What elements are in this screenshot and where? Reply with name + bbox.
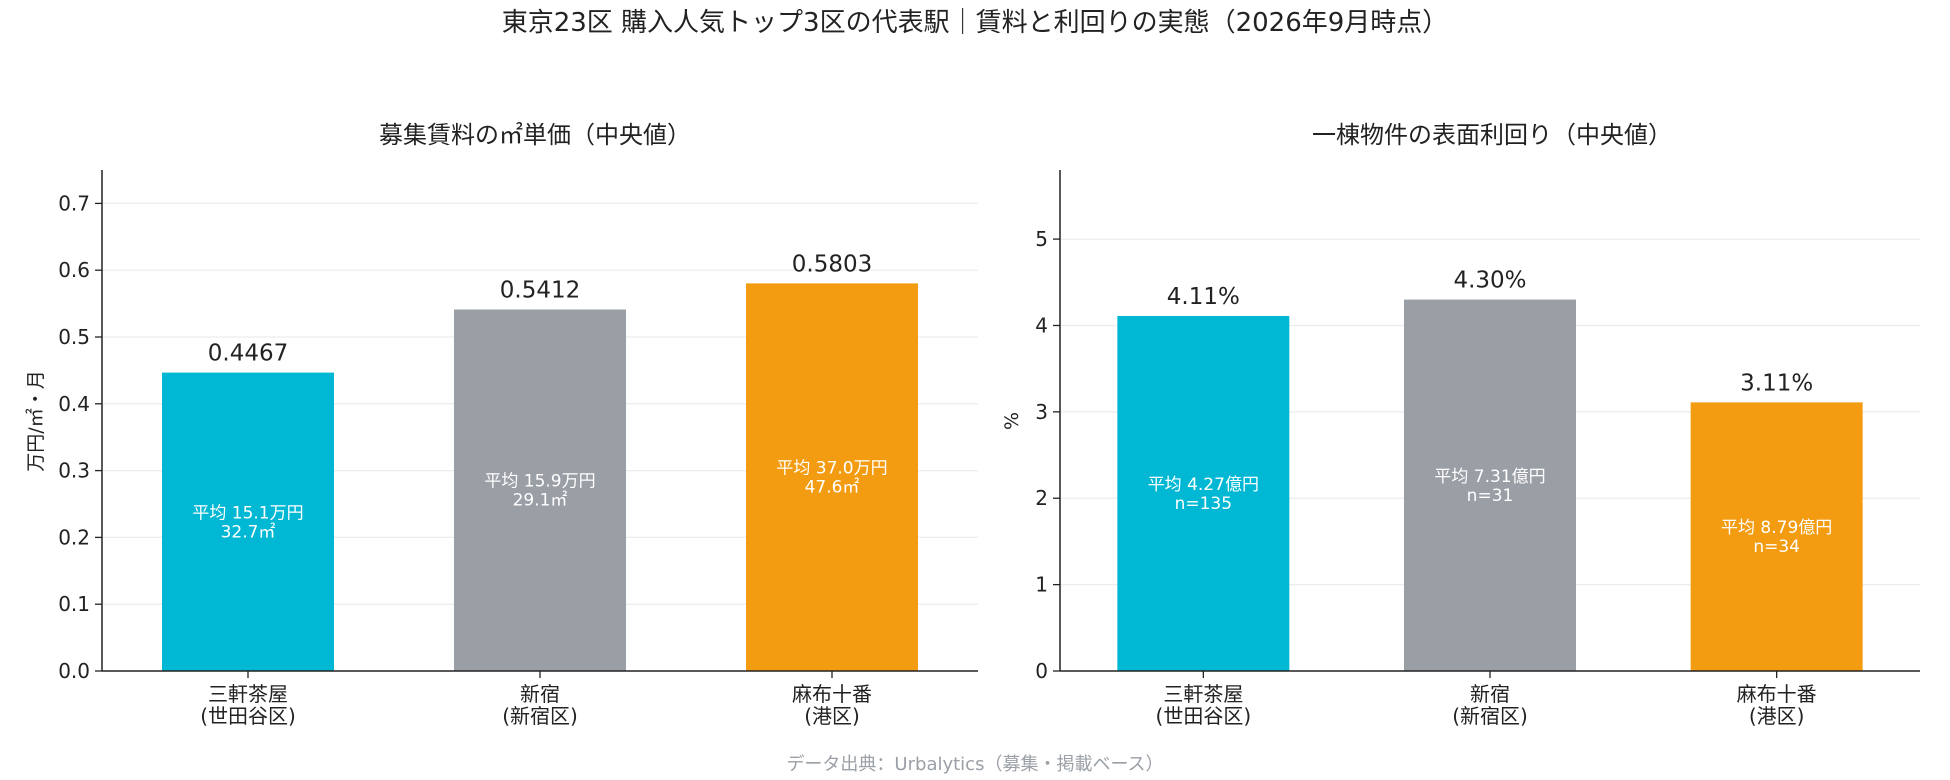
y-tick-label: 0.6: [58, 258, 90, 282]
x-tick-label: (港区): [1749, 704, 1805, 728]
y-tick-label: 0.2: [58, 525, 90, 549]
bar: [1690, 402, 1863, 671]
bar: [454, 309, 626, 671]
bar-inner-label: 平均 7.31億円: [1434, 467, 1545, 487]
y-tick-label: 0: [1035, 659, 1048, 683]
bar-inner-label: 平均 8.79億円: [1721, 518, 1832, 538]
x-tick-label: (港区): [804, 704, 860, 728]
y-axis-label: %: [1001, 412, 1023, 430]
bar-inner-label: 32.7㎡: [221, 522, 276, 542]
y-tick-label: 0.3: [58, 459, 90, 483]
bar-value-label: 4.11%: [1167, 284, 1240, 310]
bar-value-label: 4.30%: [1453, 268, 1526, 294]
bar-inner-label: n=135: [1175, 494, 1232, 514]
bar-inner-label: 29.1㎡: [513, 491, 568, 511]
y-tick-label: 5: [1035, 227, 1048, 251]
bar-value-label: 0.5803: [792, 251, 872, 277]
bar-inner-label: n=34: [1753, 537, 1800, 557]
y-tick-label: 1: [1035, 573, 1048, 597]
y-axis-label: 万円/㎡・月: [24, 370, 47, 471]
bar-inner-label: 平均 37.0万円: [776, 459, 887, 479]
bar-inner-label: 平均 15.1万円: [192, 503, 303, 523]
x-tick-label: 麻布十番: [792, 682, 872, 706]
chart-title: 募集賃料の㎡単価（中央値）: [379, 121, 691, 149]
x-tick-label: 麻布十番: [1737, 682, 1817, 706]
y-tick-label: 4: [1035, 313, 1048, 337]
x-tick-label: (新宿区): [502, 704, 578, 728]
x-tick-label: 三軒茶屋: [1163, 682, 1243, 706]
y-tick-label: 0.5: [58, 325, 90, 349]
figure-title: 東京23区 購入人気トップ3区の代表駅｜賃料と利回りの実態（2026年9月時点）: [502, 8, 1449, 38]
rent-unit-price-chart: 募集賃料の㎡単価（中央値） 万円/㎡・月 0.0 0.1 0.2 0.3 0.4 0.5 0…: [24, 121, 978, 728]
bar: [746, 283, 918, 671]
bar-value-label: 0.5412: [500, 277, 580, 303]
bar: [1117, 315, 1290, 671]
bar-inner-label: 平均 15.9万円: [484, 472, 595, 492]
bar-value-label: 0.4467: [208, 341, 288, 367]
source-note: データ出典：Urbalytics（募集・掲載ベース）: [786, 754, 1163, 775]
y-tick-label: 3: [1035, 400, 1048, 424]
y-tick-label: 0.4: [58, 392, 90, 416]
y-tick-label: 0.7: [58, 191, 90, 215]
x-tick-label: 新宿: [520, 682, 560, 706]
chart-title: 一棟物件の表面利回り（中央値）: [1312, 121, 1672, 149]
y-tick-label: 0.0: [58, 659, 90, 683]
bar-inner-label: n=31: [1467, 486, 1514, 506]
x-tick-label: (世田谷区): [200, 704, 296, 728]
y-tick-label: 0.1: [58, 592, 90, 616]
bar-value-label: 3.11%: [1740, 370, 1813, 396]
bar-inner-label: 平均 4.27億円: [1148, 475, 1259, 495]
bar: [1404, 299, 1576, 671]
y-tick-label: 2: [1035, 486, 1048, 510]
x-tick-label: (世田谷区): [1156, 704, 1252, 728]
x-tick-label: 三軒茶屋: [208, 682, 288, 706]
bar: [162, 372, 334, 671]
x-tick-label: (新宿区): [1452, 704, 1528, 728]
x-tick-label: 新宿: [1470, 682, 1510, 706]
bar-inner-label: 47.6㎡: [805, 478, 860, 498]
